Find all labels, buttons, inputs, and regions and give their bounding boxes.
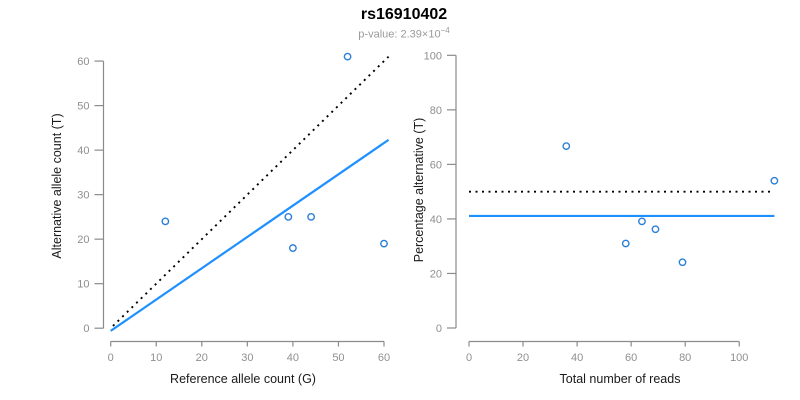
x-tick-label: 80 bbox=[679, 352, 691, 364]
y-tick-label: 40 bbox=[77, 145, 89, 157]
reference-vs-alternative-scatter: 0 10 20 30 40 50 60 0 10 20 30 40 50 60 Reference alle… bbox=[50, 52, 390, 386]
x-tick-label: 60 bbox=[625, 352, 637, 364]
y-tick-label: 60 bbox=[430, 159, 442, 171]
y-tick-label: 20 bbox=[77, 234, 89, 246]
y-tick-label: 50 bbox=[77, 101, 89, 113]
x-tick-label: 20 bbox=[517, 352, 529, 364]
data-point bbox=[284, 212, 293, 221]
data-point bbox=[562, 142, 571, 151]
x-tick-label: 40 bbox=[571, 352, 583, 364]
data-point bbox=[651, 225, 660, 234]
x-axis-title: Reference allele count (G) bbox=[170, 372, 316, 386]
x-tick-label: 30 bbox=[241, 352, 253, 364]
y-axis-title: Percentage alternative (T) bbox=[412, 118, 426, 263]
identity-line bbox=[112, 55, 390, 327]
x-tick-label: 100 bbox=[730, 352, 748, 364]
y-tick-label: 30 bbox=[77, 190, 89, 202]
data-point bbox=[678, 258, 687, 267]
x-tick-label: 0 bbox=[108, 352, 114, 364]
plot-title: rs16910402 bbox=[360, 6, 448, 23]
x-tick-label: 50 bbox=[332, 352, 344, 364]
data-point bbox=[621, 239, 630, 248]
x-tick-label: 0 bbox=[466, 352, 472, 364]
data-point bbox=[638, 217, 646, 226]
x-tick-label: 60 bbox=[378, 352, 390, 364]
data-point bbox=[161, 217, 170, 226]
y-tick-label: 20 bbox=[430, 268, 442, 280]
p-value-text: p-value: 2.39×10 bbox=[358, 28, 441, 41]
y-tick-label: 80 bbox=[430, 105, 442, 117]
data-point bbox=[343, 52, 352, 61]
percentage-vs-total-reads-scatter: 0 20 40 60 80 100 0 20 40 60 80 100 Total number of … bbox=[412, 50, 779, 386]
x-axis-title: Total number of reads bbox=[560, 372, 681, 386]
data-point bbox=[288, 244, 297, 252]
data-point bbox=[770, 176, 779, 185]
y-tick-label: 0 bbox=[436, 323, 442, 335]
p-value-exponent: −4 bbox=[440, 26, 450, 35]
y-tick-label: 100 bbox=[424, 50, 442, 62]
regression-line bbox=[110, 138, 390, 332]
x-tick-label: 40 bbox=[287, 352, 299, 364]
y-tick-label: 40 bbox=[430, 214, 442, 226]
data-point bbox=[380, 239, 388, 248]
y-tick-label: 60 bbox=[77, 56, 89, 68]
y-axis-title: Alternative allele count (T) bbox=[50, 113, 64, 258]
p-value-subtitle: p-value: 2.39×10−4 bbox=[0, 26, 800, 41]
y-tick-label: 0 bbox=[83, 323, 89, 335]
y-tick-label: 10 bbox=[77, 279, 89, 291]
data-point bbox=[307, 212, 316, 221]
x-tick-label: 10 bbox=[150, 352, 162, 364]
x-tick-label: 20 bbox=[196, 352, 208, 364]
